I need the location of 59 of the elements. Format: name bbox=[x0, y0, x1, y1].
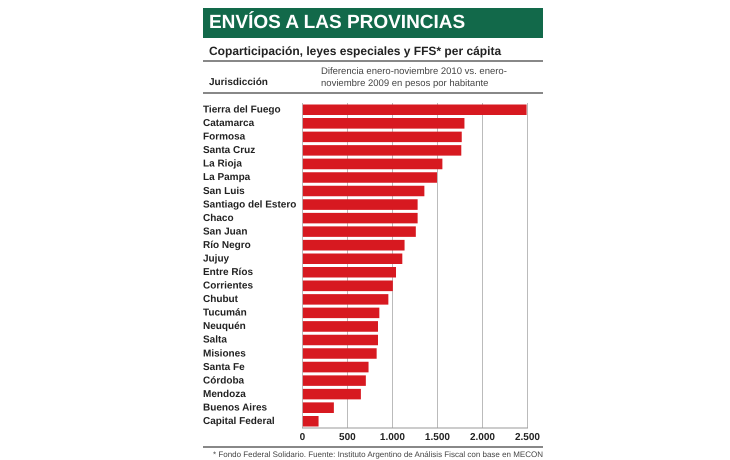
bar bbox=[302, 212, 418, 224]
x-tick-label: 2.000 bbox=[470, 432, 496, 443]
bar bbox=[302, 280, 393, 292]
bar bbox=[302, 145, 462, 156]
x-tick-label: 2.500 bbox=[514, 432, 540, 443]
bar bbox=[302, 416, 319, 427]
x-tick-label: 0 bbox=[300, 432, 306, 443]
x-tick-label: 1.000 bbox=[380, 432, 406, 443]
bar bbox=[302, 375, 366, 386]
x-tick-label: 500 bbox=[339, 432, 356, 443]
x-axis-title: Diferencia enero-noviembre 2010 vs. enero-noviembre 2009 en pesos por habitante bbox=[321, 66, 508, 91]
bar bbox=[302, 172, 437, 183]
bar bbox=[302, 388, 361, 400]
y-tick-label: San Luis bbox=[203, 186, 246, 197]
y-tick-label: Tucumán bbox=[203, 308, 247, 319]
bar bbox=[302, 362, 369, 372]
x-tick-label: 1.500 bbox=[424, 432, 450, 443]
y-tick-label: Jujuy bbox=[203, 253, 230, 264]
bar bbox=[302, 253, 402, 264]
bar bbox=[302, 321, 378, 332]
y-tick-label: Catamarca bbox=[203, 118, 255, 130]
y-tick-label: Santa Fe bbox=[203, 362, 246, 373]
y-tick-label: Entre Ríos bbox=[203, 267, 254, 278]
chart-title: ENVÍOS A LAS PROVINCIAS bbox=[203, 8, 543, 38]
y-tick-label: Río Negro bbox=[203, 240, 251, 251]
bar bbox=[302, 266, 396, 278]
y-tick-label: Capital Federal bbox=[203, 416, 275, 427]
bar bbox=[302, 158, 442, 170]
y-tick-label: Chaco bbox=[203, 212, 234, 224]
y-tick-label: Chubut bbox=[203, 294, 239, 306]
y-tick-label: Santa Cruz bbox=[203, 145, 256, 156]
y-tick-label: San Juan bbox=[203, 226, 248, 238]
bar bbox=[302, 132, 462, 142]
y-axis-title: Jurisdicción bbox=[208, 77, 269, 90]
bar bbox=[302, 308, 380, 318]
bar bbox=[302, 186, 424, 196]
y-tick-label: Formosa bbox=[203, 132, 246, 143]
y-tick-label: Santiago del Estero bbox=[203, 199, 296, 210]
bar bbox=[302, 240, 405, 250]
text: * Fondo Federal Solidario. Fuente: Instituto Argentino de Análisis Fiscal con base en MECON bbox=[203, 446, 543, 459]
y-tick-label: Neuquén bbox=[203, 321, 246, 332]
bar bbox=[302, 402, 334, 413]
bar bbox=[302, 226, 416, 237]
bar bbox=[302, 104, 527, 116]
y-tick-label: Tierra del Fuego bbox=[203, 104, 281, 116]
y-tick-label: Misiones bbox=[203, 348, 246, 360]
chart-subtitle: Coparticipación, leyes especiales y FFS* per cápita bbox=[203, 38, 543, 62]
bar bbox=[302, 334, 378, 346]
y-tick-label: Corrientes bbox=[203, 280, 254, 292]
y-tick-label: Córdoba bbox=[203, 375, 245, 386]
y-tick-label: La Pampa bbox=[203, 172, 251, 184]
y-tick-label: Mendoza bbox=[203, 388, 246, 400]
bar bbox=[302, 294, 388, 305]
bar bbox=[302, 118, 464, 129]
bar bbox=[302, 348, 377, 359]
bar bbox=[302, 199, 418, 210]
y-tick-label: Salta bbox=[203, 334, 228, 346]
y-tick-label: La Rioja bbox=[203, 158, 242, 170]
y-tick-label: Buenos Aires bbox=[203, 402, 268, 414]
